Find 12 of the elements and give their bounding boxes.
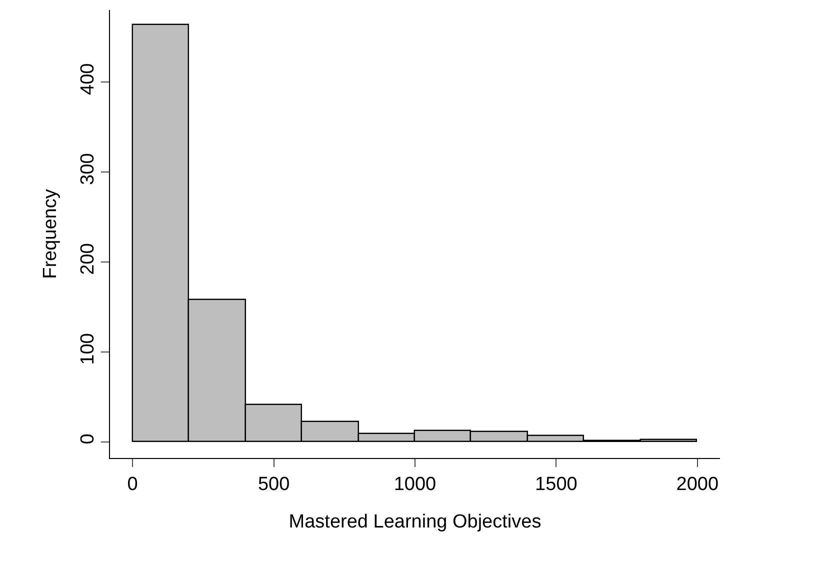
x-tick-label: 1000 bbox=[394, 474, 436, 495]
y-tick-label: 400 bbox=[77, 63, 98, 95]
x-tick-label: 1500 bbox=[535, 474, 578, 495]
x-axis-title: Mastered Learning Objectives bbox=[288, 512, 542, 533]
y-axis-title: Frequency bbox=[40, 188, 62, 279]
y-tick-label: 200 bbox=[77, 243, 98, 275]
y-tick-label: 300 bbox=[77, 153, 98, 185]
y-tick-label: 100 bbox=[77, 333, 98, 365]
x-tick-label: 2000 bbox=[676, 474, 719, 495]
y-tick-label: 0 bbox=[77, 434, 98, 444]
x-tick-label: 0 bbox=[127, 474, 138, 495]
x-tick-label: 500 bbox=[258, 474, 290, 495]
